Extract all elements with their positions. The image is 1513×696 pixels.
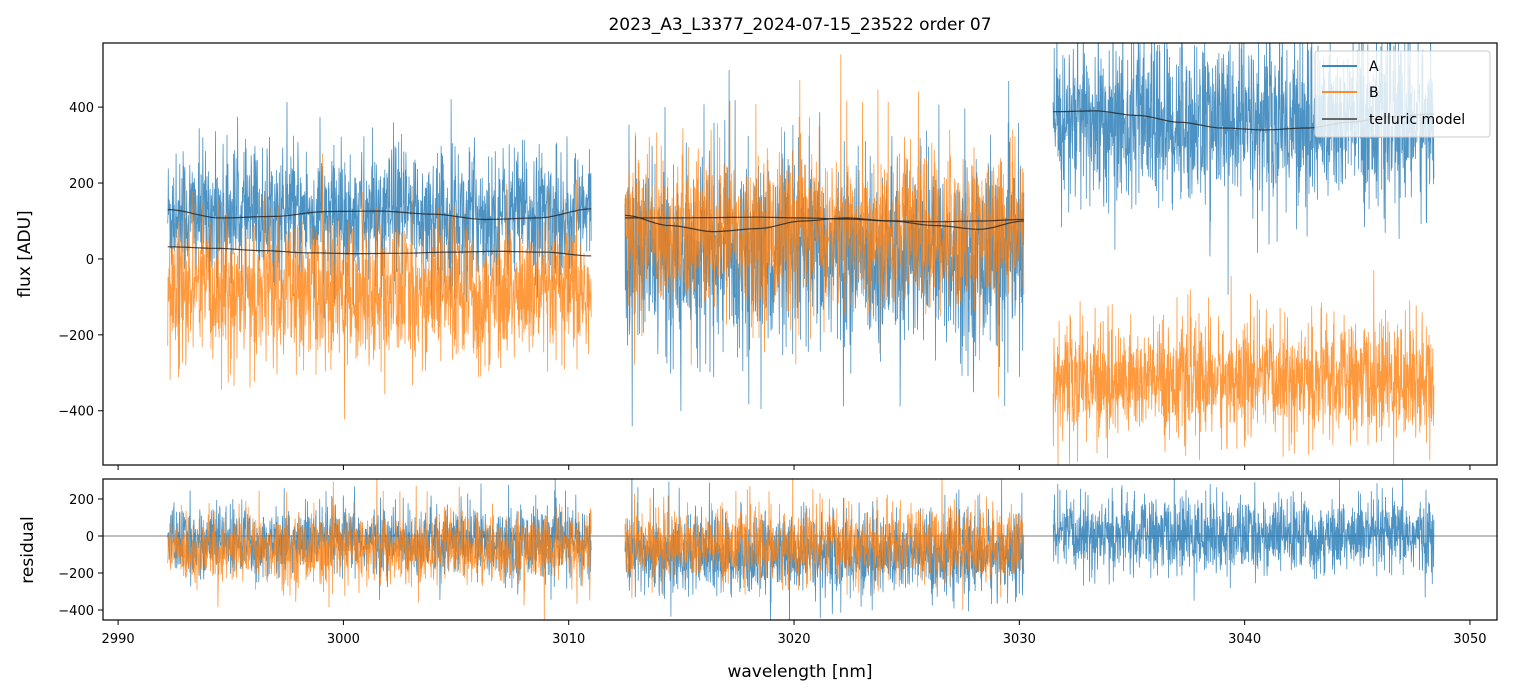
y-tick-label: 0 bbox=[86, 253, 94, 268]
series-b-segment-2-residual bbox=[624, 479, 1025, 611]
telluric-model-a-segment-1 bbox=[167, 208, 592, 221]
x-tick-label: 3010 bbox=[552, 632, 585, 647]
x-tick-label: 3000 bbox=[327, 632, 360, 647]
telluric-model-b-segment-2 bbox=[624, 214, 1024, 233]
legend-box bbox=[1314, 50, 1491, 138]
x-tick-label: 3040 bbox=[1228, 632, 1261, 647]
series-a-segment-3-flux bbox=[1052, 43, 1435, 295]
telluric-model-b-segment-1 bbox=[167, 246, 592, 257]
legend-label-model: telluric model bbox=[1369, 112, 1465, 128]
x-tick-label: 2990 bbox=[102, 632, 135, 647]
series-b-segment-2-flux bbox=[624, 54, 1025, 397]
residual-y-axis-label: residual bbox=[18, 516, 38, 583]
x-tick-label: 3030 bbox=[1003, 632, 1036, 647]
y-tick-label: −200 bbox=[58, 329, 94, 344]
residual-panel-frame bbox=[102, 478, 1498, 621]
axes: 2990 3000 3010 3020 3030 3040 3050 400 200 0 −200 −… bbox=[58, 101, 1486, 647]
telluric-model-a-segment-2 bbox=[625, 216, 1024, 223]
y-tick-label: 400 bbox=[69, 101, 94, 116]
chart-title: 2023_A3_L3377_2024-07-15_23522 order 07 bbox=[608, 15, 991, 35]
series-a-segment-3-residual bbox=[1052, 479, 1435, 601]
x-tick-label: 3020 bbox=[777, 632, 810, 647]
flux-panel-data bbox=[167, 43, 1435, 465]
residual-panel-data bbox=[103, 479, 1497, 620]
x-tick-label: 3050 bbox=[1453, 632, 1486, 647]
series-b-segment-1-residual bbox=[167, 479, 592, 620]
y-tick-label: −200 bbox=[58, 567, 94, 582]
series-b-segment-3-flux bbox=[1052, 270, 1435, 465]
y-tick-label: 0 bbox=[86, 530, 94, 545]
x-axis-label: wavelength [nm] bbox=[727, 662, 872, 682]
y-tick-label: −400 bbox=[58, 405, 94, 420]
flux-y-axis-label: flux [ADU] bbox=[15, 210, 35, 297]
legend: A B telluric model bbox=[1314, 50, 1491, 138]
y-tick-label: 200 bbox=[69, 177, 94, 192]
y-tick-label: −400 bbox=[58, 604, 94, 619]
legend-label-a: A bbox=[1369, 59, 1379, 75]
y-tick-label: 200 bbox=[69, 493, 94, 508]
legend-label-b: B bbox=[1369, 85, 1379, 101]
flux-panel-frame bbox=[102, 42, 1498, 466]
series-a-segment-1-flux bbox=[167, 99, 592, 324]
series-b-segment-1-flux bbox=[167, 153, 592, 420]
